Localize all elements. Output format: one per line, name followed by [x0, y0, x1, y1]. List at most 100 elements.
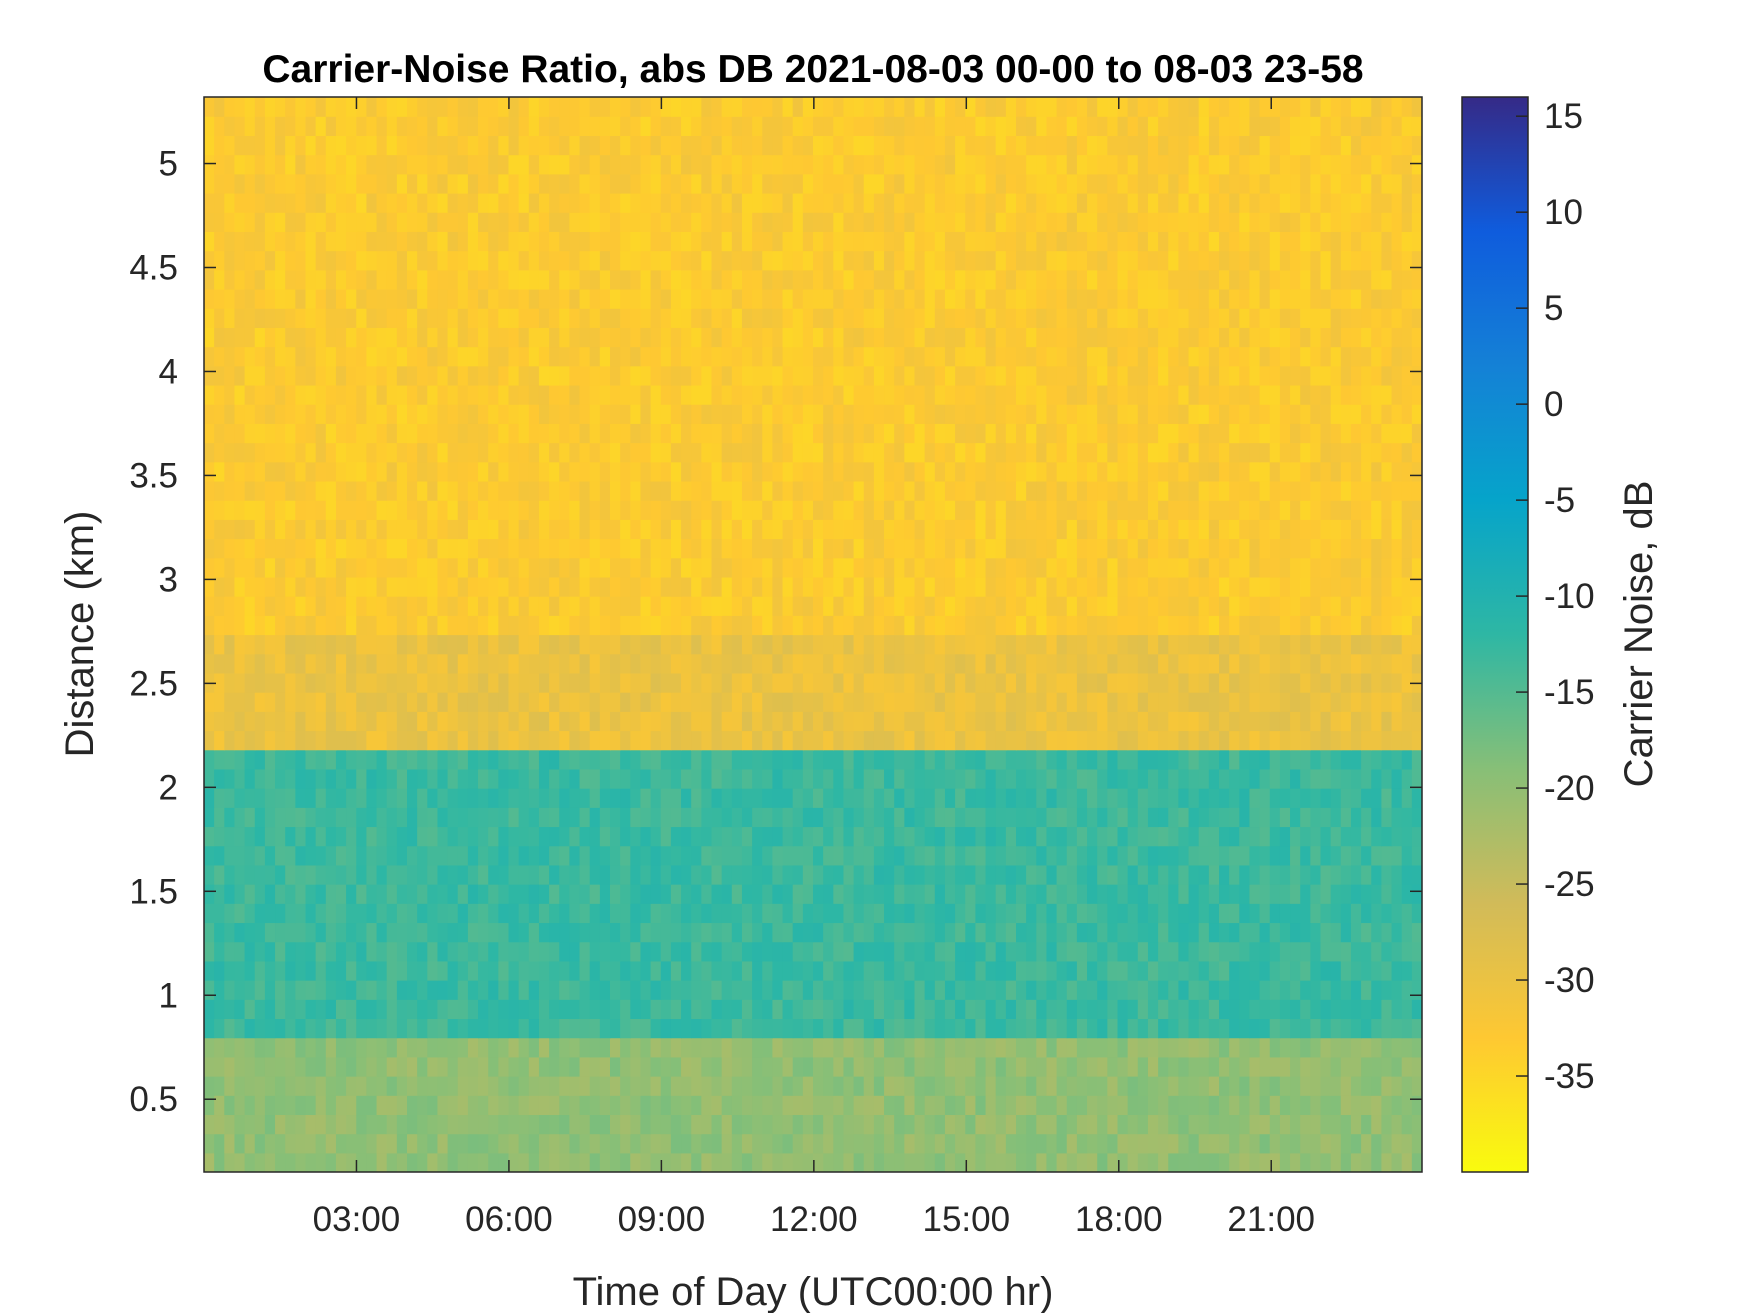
heatmap-cell — [366, 960, 378, 981]
heatmap-cell — [407, 1095, 418, 1116]
heatmap-cell — [914, 672, 926, 693]
heatmap-cell — [650, 557, 662, 578]
heatmap-cell — [752, 1133, 763, 1154]
heatmap-cell — [1127, 922, 1139, 943]
heatmap-cell — [417, 999, 428, 1020]
heatmap-cell — [498, 461, 510, 482]
heatmap-cell — [1320, 941, 1332, 962]
heatmap-cell — [1005, 461, 1017, 482]
heatmap-cell — [1401, 807, 1413, 828]
heatmap-cell — [975, 1114, 987, 1135]
heatmap-cell — [538, 749, 550, 770]
heatmap-cell — [1107, 1037, 1119, 1058]
heatmap-cell — [518, 768, 530, 789]
heatmap-cell — [1066, 634, 1078, 655]
heatmap-cell — [346, 884, 357, 904]
heatmap-cell — [1208, 864, 1220, 885]
heatmap-cell — [285, 384, 296, 405]
heatmap-cell — [1147, 807, 1159, 828]
heatmap-cell — [508, 749, 520, 770]
heatmap-cell — [315, 1114, 327, 1135]
heatmap-cell — [366, 1037, 378, 1058]
heatmap-cell — [843, 1152, 855, 1172]
heatmap-cell — [752, 615, 763, 636]
heatmap-cell — [386, 576, 398, 597]
heatmap-cell — [234, 576, 246, 597]
heatmap-cell — [1391, 1056, 1403, 1077]
heatmap-cell — [346, 1152, 357, 1172]
heatmap-cell — [457, 634, 469, 655]
heatmap-cell — [1411, 730, 1422, 751]
heatmap-cell — [1391, 845, 1403, 866]
heatmap-cell — [295, 903, 307, 924]
heatmap-cell — [376, 845, 388, 866]
heatmap-cell — [823, 922, 834, 943]
heatmap-cell — [1229, 941, 1240, 962]
heatmap-cell — [325, 864, 337, 885]
heatmap-cell — [610, 1037, 621, 1058]
heatmap-cell — [1411, 749, 1422, 770]
heatmap-cell — [346, 1076, 357, 1096]
heatmap-cell — [894, 826, 905, 847]
heatmap-cell — [1381, 1056, 1393, 1077]
heatmap-cell — [559, 538, 570, 559]
heatmap-cell — [620, 807, 631, 828]
heatmap-cell — [955, 903, 966, 924]
heatmap-cell — [528, 980, 540, 1000]
heatmap-cell — [1290, 788, 1301, 808]
heatmap-cell — [1300, 1056, 1311, 1077]
heatmap-cell — [894, 615, 905, 636]
heatmap-cell — [873, 461, 885, 482]
heatmap-cell — [224, 711, 236, 732]
heatmap-cell — [305, 384, 317, 405]
heatmap-cell — [1107, 807, 1119, 828]
heatmap-cell — [1290, 442, 1301, 463]
heatmap-cell — [1381, 884, 1393, 904]
heatmap-cell — [508, 442, 520, 463]
heatmap-cell — [640, 384, 652, 405]
heatmap-cell — [823, 941, 834, 962]
heatmap-cell — [823, 1114, 834, 1135]
heatmap-cell — [538, 461, 550, 482]
heatmap-cell — [610, 384, 621, 405]
heatmap-cell — [1411, 922, 1422, 943]
heatmap-cell — [1097, 634, 1108, 655]
heatmap-cell — [1147, 1152, 1159, 1172]
heatmap-cell — [681, 845, 692, 866]
heatmap-cell — [1300, 692, 1311, 712]
heatmap-cell — [1361, 768, 1372, 789]
heatmap-cell — [701, 500, 713, 520]
heatmap-cell — [589, 653, 601, 674]
heatmap-cell — [782, 692, 794, 712]
heatmap-cell — [772, 423, 784, 444]
heatmap-cell — [711, 423, 723, 444]
heatmap-cell — [1269, 845, 1281, 866]
heatmap-cell — [934, 1037, 946, 1058]
heatmap-cell — [782, 1133, 794, 1154]
heatmap-cell — [792, 768, 804, 789]
heatmap-cell — [599, 672, 611, 693]
heatmap-cell — [843, 480, 855, 501]
heatmap-cell — [478, 538, 489, 559]
heatmap-cell — [1401, 596, 1413, 616]
heatmap-cell — [1107, 596, 1119, 616]
heatmap-cell — [295, 576, 307, 597]
heatmap-cell — [660, 692, 672, 712]
heatmap-cell — [955, 1076, 966, 1096]
heatmap-cell — [1279, 538, 1291, 559]
heatmap-cell — [1137, 768, 1149, 789]
heatmap-cell — [843, 461, 855, 482]
heatmap-cell — [1361, 480, 1372, 501]
heatmap-cell — [1350, 519, 1362, 540]
heatmap-cell — [518, 1133, 530, 1154]
heatmap-cell — [204, 653, 215, 674]
heatmap-cell — [386, 404, 398, 424]
heatmap-cell — [1066, 1037, 1078, 1058]
heatmap-cell — [224, 634, 236, 655]
heatmap-cell — [1198, 538, 1210, 559]
heatmap-cell — [356, 1018, 367, 1039]
heatmap-cell — [924, 384, 936, 405]
heatmap-cell — [752, 365, 763, 386]
heatmap-cell — [914, 461, 926, 482]
heatmap-cell — [1147, 1076, 1159, 1096]
